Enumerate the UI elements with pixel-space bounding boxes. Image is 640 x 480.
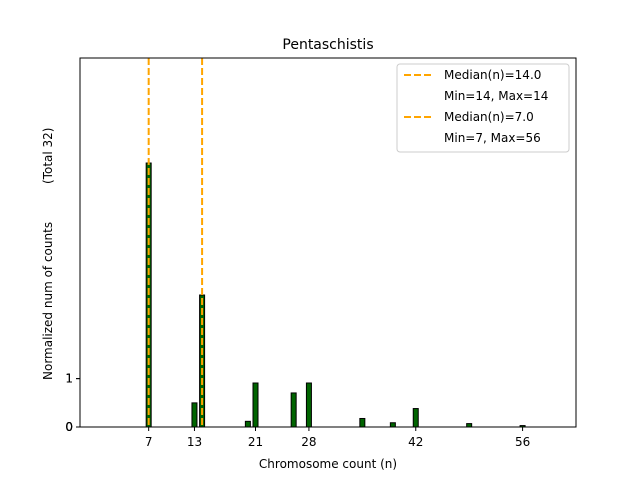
x-tick-label-56: 56	[515, 435, 530, 449]
legend-entry-0: Median(n)=14.0	[444, 68, 541, 82]
bar-20	[244, 420, 251, 428]
bar-28	[305, 382, 312, 428]
y-tick-label-4: 1	[65, 372, 73, 386]
y-tick-label-2: 0	[65, 420, 73, 434]
legend: Median(n)=14.0 Min=14, Max=14 Median(n)=7.…	[396, 63, 570, 153]
y-axis-total-label: (Total 32)	[41, 128, 55, 184]
x-axis-label: Chromosome count (n)	[259, 457, 397, 471]
x-tick-label-42: 42	[408, 435, 423, 449]
legend-entry-3: Min=7, Max=56	[444, 131, 541, 145]
x-tick-label-7: 7	[145, 435, 153, 449]
x-tick-label-21: 21	[248, 435, 263, 449]
y-axis-label: Normalized num of counts	[41, 222, 55, 380]
chart-title: Pentaschistis	[282, 37, 373, 53]
bar-49	[466, 423, 473, 428]
y-tick-label-1: 0	[65, 420, 73, 434]
x-tick-label-13: 13	[187, 435, 202, 449]
x-ticks: 7 13 21 28 42 56	[145, 427, 530, 449]
y-tick-label-3: 1	[65, 372, 73, 386]
bar-13	[191, 402, 198, 428]
x-tick-label-28: 28	[301, 435, 316, 449]
y-tick-label-0: 0	[65, 420, 73, 434]
bar-42	[412, 408, 419, 428]
bar-35	[359, 417, 366, 428]
plot-frame	[79, 57, 577, 428]
bar-39	[389, 422, 396, 428]
bar-26	[290, 392, 297, 428]
legend-entry-2: Median(n)=7.0	[444, 110, 534, 124]
bar-21	[252, 382, 259, 428]
median-lines-group	[147, 58, 204, 427]
legend-box	[396, 63, 570, 153]
legend-entry-1: Min=14, Max=14	[444, 89, 548, 103]
